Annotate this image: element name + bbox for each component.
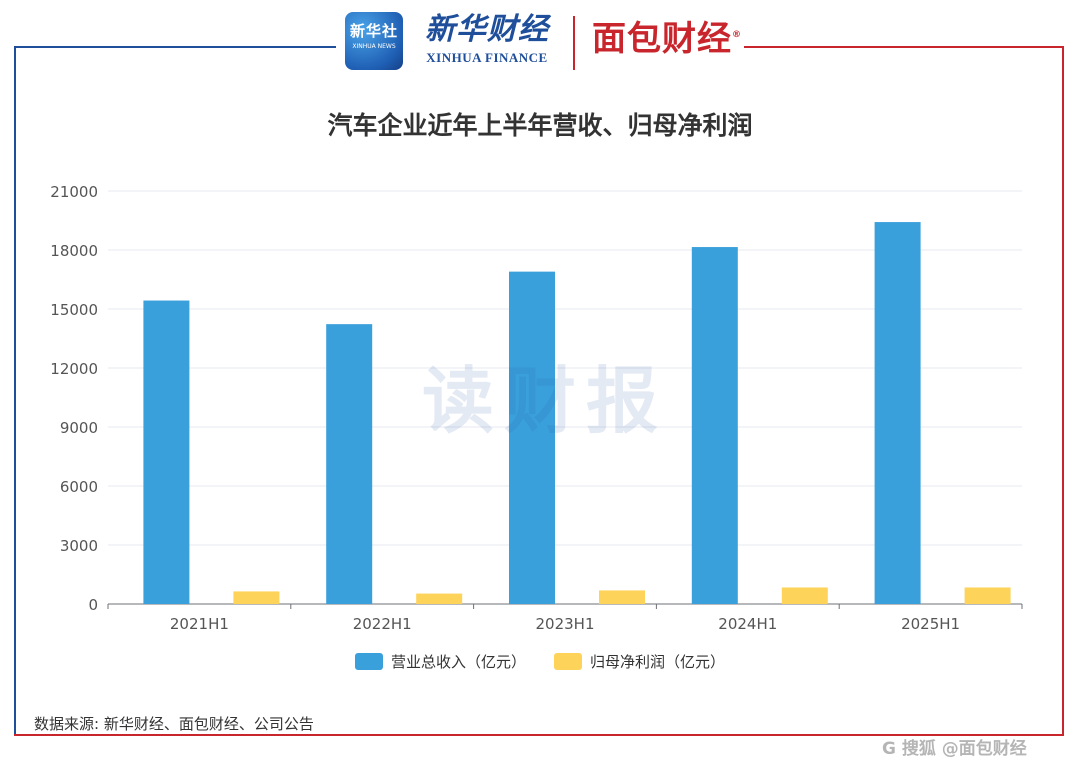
x-tick-label: 2023H1 [536,615,595,633]
bar-net-profit [416,593,463,604]
watermark-text: 读财报 [421,359,668,443]
chart-legend: 营业总收入（亿元） 归母净利润（亿元） [0,646,1080,676]
data-source-note: 数据来源: 新华财经、面包财经、公司公告 [34,715,314,733]
legend-swatch-revenue [354,652,383,670]
y-tick-label: 21000 [50,183,98,201]
xinhua-news-logo: 新华社 XINHUA NEWS [345,12,403,70]
frame-left-border [14,46,336,736]
frame-right-border [744,46,1064,736]
y-tick-label: 0 [88,596,98,614]
legend-label-net-profit: 归母净利润（亿元） [590,652,726,671]
chart-title: 汽车企业近年上半年营收、归母净利润 [327,111,753,140]
bar-revenue [143,300,190,604]
mianbao-logo-text: 面包财经 [592,19,732,59]
frame-bottom-border [14,734,1064,736]
logo-divider [573,16,575,70]
y-tick-label: 12000 [50,360,98,378]
legend-swatch-net-profit [554,652,582,670]
legend-item-net-profit[interactable]: 归母净利润（亿元） [554,651,725,672]
x-tick-label: 2022H1 [353,615,412,633]
xinhua-badge-cn: 新华社 [349,22,398,40]
bar-revenue [691,247,738,605]
xinhua-finance-cn: 新华财经 [425,12,549,47]
xinhua-finance-logo: 新华财经 XINHUA FINANCE [412,12,562,72]
bar-net-profit [233,591,280,604]
y-tick-label: 15000 [50,301,98,319]
x-tick-label: 2025H1 [901,615,960,633]
legend-item-revenue[interactable]: 营业总收入（亿元） [354,651,526,672]
bar-revenue [874,222,921,604]
bar-revenue [509,271,555,604]
y-tick-label: 9000 [60,419,98,437]
bar-net-profit [964,587,1011,604]
mianbao-finance-logo: 面包财经® [592,14,742,64]
x-tick-label: 2024H1 [718,615,777,633]
xinhua-badge-en: XINHUA NEWS [352,43,396,50]
xinhua-finance-en: XINHUA FINANCE [426,50,548,65]
registered-mark: ® [732,30,742,40]
footer-watermark: G 搜狐 @面包财经 [882,739,1027,759]
bar-net-profit [599,590,645,604]
y-tick-label: 3000 [60,537,98,555]
legend-label-revenue: 营业总收入（亿元） [390,652,526,671]
bar-net-profit [781,587,828,604]
y-tick-label: 18000 [50,242,98,260]
y-tick-label: 6000 [60,478,98,496]
x-tick-label: 2021H1 [170,615,229,633]
bar-revenue [326,324,373,604]
